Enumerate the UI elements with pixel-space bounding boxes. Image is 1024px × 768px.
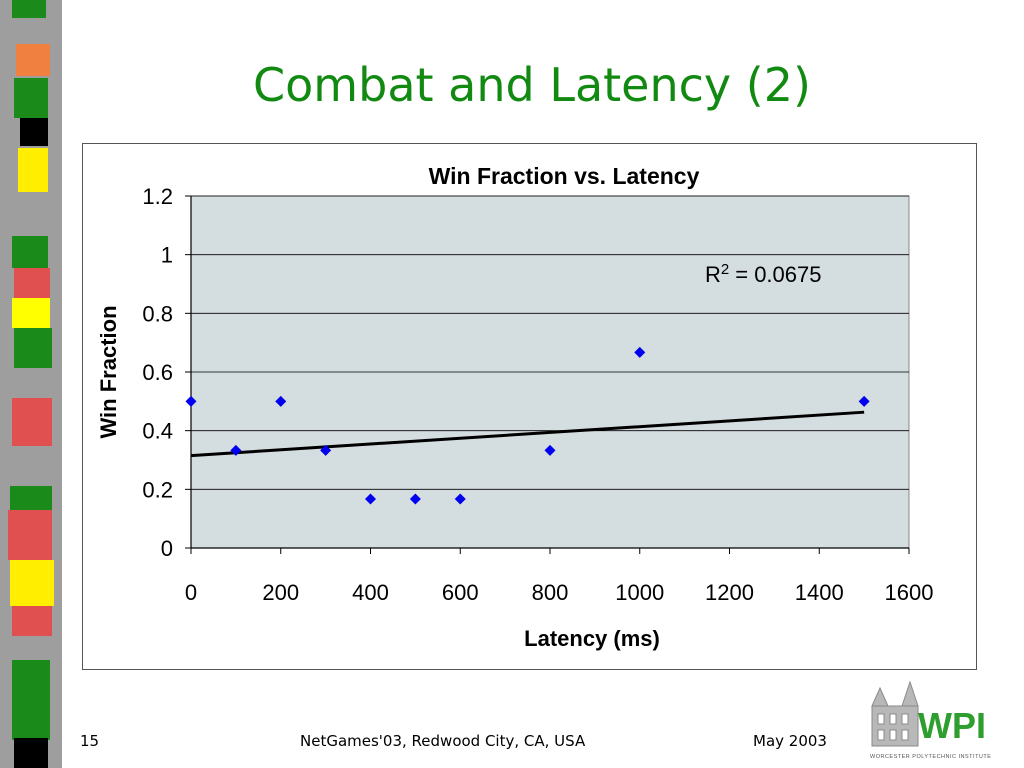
data-point	[320, 444, 332, 456]
strip-block	[8, 510, 52, 560]
y-tick-label: 0.6	[142, 360, 173, 385]
trendline	[190, 410, 865, 458]
data-point	[544, 444, 556, 456]
strip-block	[14, 738, 48, 768]
page-number: 15	[80, 732, 100, 750]
x-tick-label: 200	[262, 580, 299, 605]
x-tick-label: 1000	[615, 580, 664, 605]
strip-block	[10, 560, 54, 606]
building-icon	[871, 680, 919, 747]
y-tick-label: 0.8	[142, 301, 173, 326]
data-point	[275, 395, 287, 407]
strip-block	[12, 660, 50, 740]
x-tick-label: 600	[442, 580, 479, 605]
data-point	[634, 346, 646, 358]
x-tick-label: 800	[532, 580, 569, 605]
data-point	[365, 493, 376, 505]
strip-block	[12, 0, 46, 18]
strip-block	[14, 268, 50, 298]
strip-block	[12, 606, 52, 636]
y-tick-label: 0	[161, 536, 173, 561]
y-tick-label: 1	[161, 243, 173, 268]
strip-block	[12, 236, 48, 268]
data-point	[409, 493, 421, 505]
strip-block	[12, 398, 52, 446]
x-tick-label: 400	[352, 580, 389, 605]
y-tick-label: 0.4	[142, 419, 173, 444]
x-tick-label: 1400	[795, 580, 844, 605]
x-tick-label: 1600	[885, 580, 934, 605]
wpi-logo: WPI WORCESTER POLYTECHNIC INSTITUTE	[870, 680, 991, 760]
x-tick-label: 1200	[705, 580, 754, 605]
decorative-side-strip	[0, 0, 62, 768]
y-axis-label: Win Fraction	[96, 305, 121, 438]
x-axis-label: Latency (ms)	[524, 626, 660, 651]
strip-block	[12, 298, 50, 328]
y-tick-label: 0.2	[142, 477, 173, 502]
data-point	[185, 395, 197, 407]
chart-frame: 0 0.2 0.4 0.6 0.8 1 1.2 0 200 400 600 800 1000 1200 14…	[82, 143, 977, 670]
wpi-logo-text: WPI	[918, 705, 986, 746]
slide-title: Combat and Latency (2)	[253, 58, 811, 112]
strip-block	[20, 118, 48, 146]
r-squared-label: R2 = 0.0675	[705, 261, 821, 287]
date-footer: May 2003	[753, 732, 827, 750]
data-point	[230, 444, 242, 456]
y-tick-label: 1.2	[142, 184, 173, 209]
strip-block	[14, 328, 52, 368]
x-tick-label: 0	[185, 580, 197, 605]
wpi-logo-subtext: WORCESTER POLYTECHNIC INSTITUTE	[870, 754, 991, 760]
scatter-chart: 0 0.2 0.4 0.6 0.8 1 1.2 0 200 400 600 800 1000 1200 14…	[96, 163, 934, 651]
strip-block	[10, 486, 52, 510]
chart-title: Win Fraction vs. Latency	[429, 163, 700, 189]
strip-block	[18, 148, 48, 192]
conference-footer: NetGames'03, Redwood City, CA, USA	[300, 732, 586, 750]
data-point	[454, 493, 466, 505]
strip-block	[16, 44, 50, 76]
data-point	[858, 395, 870, 407]
strip-block	[14, 78, 48, 118]
